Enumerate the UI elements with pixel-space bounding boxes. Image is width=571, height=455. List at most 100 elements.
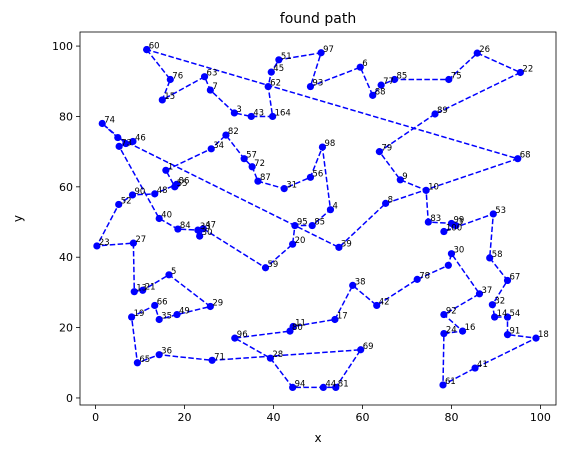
point-label: 17 xyxy=(337,311,348,321)
path-point xyxy=(171,183,179,191)
point-label: 89 xyxy=(437,106,448,116)
path-point xyxy=(261,264,270,272)
point-label: 5 xyxy=(171,267,176,277)
path-point xyxy=(208,356,216,364)
point-label: 46 xyxy=(135,133,146,143)
path-point xyxy=(280,184,288,193)
path-point xyxy=(475,290,484,298)
point-label: 32 xyxy=(494,297,505,307)
path-point xyxy=(382,199,390,207)
point-label: 44 xyxy=(325,379,336,389)
path-point xyxy=(357,346,365,354)
path-point xyxy=(440,329,448,338)
point-label: 21 xyxy=(145,282,156,292)
path-point xyxy=(377,81,385,89)
path-point xyxy=(514,155,522,163)
path-point xyxy=(431,110,439,118)
path-point xyxy=(267,68,275,76)
point-label: 97 xyxy=(323,45,334,55)
path-point xyxy=(445,75,453,84)
path-point xyxy=(158,96,166,104)
path-point xyxy=(516,68,525,77)
point-label: 15 xyxy=(164,92,175,102)
point-label: 56 xyxy=(312,169,323,179)
point-label: 6 xyxy=(362,59,367,69)
path-point xyxy=(306,82,315,91)
path-point xyxy=(129,239,137,247)
point-label: 69 xyxy=(363,342,374,352)
y-tick-label: 40 xyxy=(59,251,73,264)
path-point xyxy=(331,315,339,324)
point-label: 18 xyxy=(538,330,549,340)
path-point xyxy=(200,73,209,81)
point-label: 28 xyxy=(272,350,283,360)
point-label: 74 xyxy=(104,115,115,125)
point-label: 1 xyxy=(168,162,173,172)
point-label: 99 xyxy=(453,215,464,225)
path-point xyxy=(452,221,460,230)
path-point xyxy=(266,354,274,362)
point-label: 72 xyxy=(254,159,265,169)
point-label: 11 xyxy=(295,319,306,329)
point-label: 80 xyxy=(292,323,303,333)
point-label: 22 xyxy=(522,64,533,74)
point-label: 77 xyxy=(383,77,394,87)
point-label: 10 xyxy=(428,182,439,192)
point-label: 78 xyxy=(419,271,430,281)
point-label: 68 xyxy=(520,151,531,161)
path-point xyxy=(133,359,141,367)
point-label: 23 xyxy=(99,238,110,248)
point-label: 13 xyxy=(136,284,147,294)
y-tick-label: 100 xyxy=(52,40,73,53)
path-point xyxy=(326,206,335,214)
point-label: 79 xyxy=(381,144,392,154)
path-point xyxy=(248,163,256,171)
path-point xyxy=(166,75,174,84)
path-point xyxy=(240,155,248,163)
point-label: 36 xyxy=(161,347,172,357)
path-point xyxy=(155,351,163,359)
y-axis-ticks: 0 20 40 60 80 100 xyxy=(52,40,80,405)
path-point xyxy=(439,381,447,389)
point-label: 81 xyxy=(338,379,349,389)
path-point xyxy=(440,310,448,319)
point-label: 83 xyxy=(430,214,441,224)
point-label: 57 xyxy=(246,151,257,161)
path-point xyxy=(115,142,123,150)
path-point xyxy=(444,261,452,269)
point-label: 93 xyxy=(312,79,323,89)
path-point xyxy=(130,288,138,296)
point-label: 75 xyxy=(451,72,462,82)
path-point xyxy=(115,200,123,209)
path-point xyxy=(422,186,430,194)
point-label: 84 xyxy=(180,221,191,231)
path-point xyxy=(207,145,215,153)
path-point xyxy=(440,227,448,236)
point-label: 40 xyxy=(161,211,172,221)
path-point xyxy=(335,243,343,251)
point-label: 24 xyxy=(446,326,457,336)
point-label: 62 xyxy=(270,79,281,89)
path-point xyxy=(289,240,297,248)
point-label: 63 xyxy=(207,69,218,79)
point-label: 88 xyxy=(375,87,386,97)
path-point xyxy=(222,131,230,139)
path-point xyxy=(319,383,327,392)
path-point xyxy=(486,254,494,262)
path-point xyxy=(369,91,377,99)
point-label: 87 xyxy=(260,173,271,183)
point-label: 19 xyxy=(134,309,145,319)
path-point xyxy=(162,166,170,174)
path-point xyxy=(151,301,159,310)
axes-frame xyxy=(79,31,557,406)
path-point xyxy=(286,327,294,335)
point-label: 54 xyxy=(510,309,521,319)
path-point xyxy=(231,334,239,342)
point-label: 82 xyxy=(228,127,239,137)
point-label: 4 xyxy=(332,202,337,212)
point-label: 66 xyxy=(157,297,168,307)
path-point xyxy=(165,271,173,279)
point-label: 41 xyxy=(477,360,488,370)
